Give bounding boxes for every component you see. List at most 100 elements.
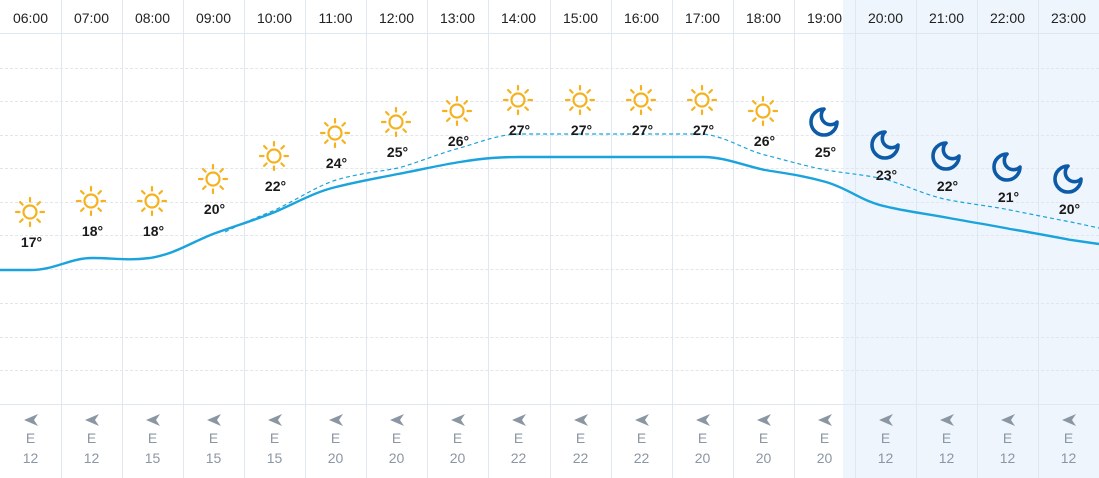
wind-cell: E 20 (672, 405, 733, 478)
column-divider (550, 0, 551, 478)
hour-label: 11:00 (318, 10, 353, 26)
wind-speed: 15 (205, 450, 222, 466)
column-divider (672, 0, 673, 478)
wind-cell: E 15 (244, 405, 305, 478)
wind-direction: E (391, 430, 402, 446)
wind-direction-arrow-icon (23, 413, 39, 427)
hour-header-row (0, 0, 1099, 34)
wind-direction: E (330, 430, 341, 446)
horizontal-gridline (0, 337, 1099, 338)
wind-speed: 15 (144, 450, 161, 466)
horizontal-gridline (0, 168, 1099, 169)
column-divider (855, 0, 856, 478)
wind-direction: E (636, 430, 647, 446)
wind-cell: E 12 (1038, 405, 1099, 478)
wind-direction-arrow-icon (756, 413, 772, 427)
temperature-label: 23° (875, 167, 898, 183)
hour-label: 09:00 (195, 10, 232, 26)
wind-direction: E (575, 430, 586, 446)
temperature-label: 21° (997, 189, 1020, 205)
wind-cell: E 20 (733, 405, 794, 478)
wind-direction: E (513, 430, 524, 446)
night-shading (843, 0, 1099, 478)
temperature-label: 27° (508, 122, 531, 138)
wind-speed: 20 (816, 450, 833, 466)
wind-speed: 12 (22, 450, 39, 466)
wind-speed: 12 (877, 450, 894, 466)
wind-direction-arrow-icon (878, 413, 894, 427)
wind-direction-arrow-icon (84, 413, 100, 427)
wind-speed: 12 (83, 450, 100, 466)
wind-cell: E 12 (0, 405, 61, 478)
sun-icon (440, 94, 474, 128)
wind-direction: E (25, 430, 36, 446)
hour-label: 18:00 (745, 10, 782, 26)
wind-direction-arrow-icon (1061, 413, 1077, 427)
wind-direction-arrow-icon (634, 413, 650, 427)
hour-label: 06:00 (12, 10, 49, 26)
wind-cell: E 12 (855, 405, 916, 478)
wind-speed: 20 (327, 450, 344, 466)
wind-cell: E 12 (977, 405, 1038, 478)
wind-section-divider (0, 404, 1099, 405)
horizontal-gridline (0, 68, 1099, 69)
wind-speed: 20 (694, 450, 711, 466)
wind-speed: 20 (449, 450, 466, 466)
wind-speed: 12 (938, 450, 955, 466)
temperature-label: 25° (386, 144, 409, 160)
temperature-label: 20° (203, 201, 226, 217)
wind-cell: E 20 (427, 405, 488, 478)
wind-direction: E (1063, 430, 1074, 446)
column-divider (916, 0, 917, 478)
wind-direction-arrow-icon (450, 413, 466, 427)
wind-speed: 20 (755, 450, 772, 466)
wind-direction-arrow-icon (939, 413, 955, 427)
column-divider (794, 0, 795, 478)
sun-icon (318, 116, 352, 150)
wind-cell: E 22 (488, 405, 549, 478)
temperature-label: 20° (1058, 201, 1081, 217)
wind-direction: E (819, 430, 830, 446)
sun-icon (624, 83, 658, 117)
wind-cell: E 22 (550, 405, 611, 478)
hour-label: 15:00 (562, 10, 599, 26)
temperature-label: 26° (753, 133, 776, 149)
temperature-label: 26° (447, 133, 470, 149)
wind-speed: 22 (510, 450, 527, 466)
wind-cell: E 12 (916, 405, 977, 478)
hour-label: 07:00 (73, 10, 110, 26)
sun-icon (135, 184, 169, 218)
wind-direction-arrow-icon (389, 413, 405, 427)
temperature-label: 18° (81, 223, 104, 239)
wind-cell: E 20 (794, 405, 855, 478)
wind-direction: E (269, 430, 280, 446)
hour-label: 20:00 (867, 10, 904, 26)
wind-direction: E (697, 430, 708, 446)
feels-like-temperature-line (224, 133, 1099, 233)
hour-label: 17:00 (684, 10, 721, 26)
wind-direction-arrow-icon (511, 413, 527, 427)
hour-label: 22:00 (989, 10, 1026, 26)
sun-icon (196, 162, 230, 196)
column-divider (977, 0, 978, 478)
moon-icon (868, 128, 902, 162)
hour-label: 10:00 (256, 10, 293, 26)
hour-label: 13:00 (439, 10, 476, 26)
sun-icon (685, 83, 719, 117)
horizontal-gridline (0, 303, 1099, 304)
column-divider (61, 0, 62, 478)
wind-speed: 22 (633, 450, 650, 466)
temperature-label: 27° (692, 122, 715, 138)
wind-cell: E 20 (366, 405, 427, 478)
wind-direction: E (758, 430, 769, 446)
wind-direction-arrow-icon (695, 413, 711, 427)
temperature-label: 18° (142, 223, 165, 239)
moon-icon (807, 105, 841, 139)
sun-icon (74, 184, 108, 218)
temperature-label: 17° (20, 234, 43, 250)
sun-icon (563, 83, 597, 117)
hour-label: 19:00 (806, 10, 843, 26)
moon-icon (929, 139, 963, 173)
hour-label: 08:00 (134, 10, 171, 26)
